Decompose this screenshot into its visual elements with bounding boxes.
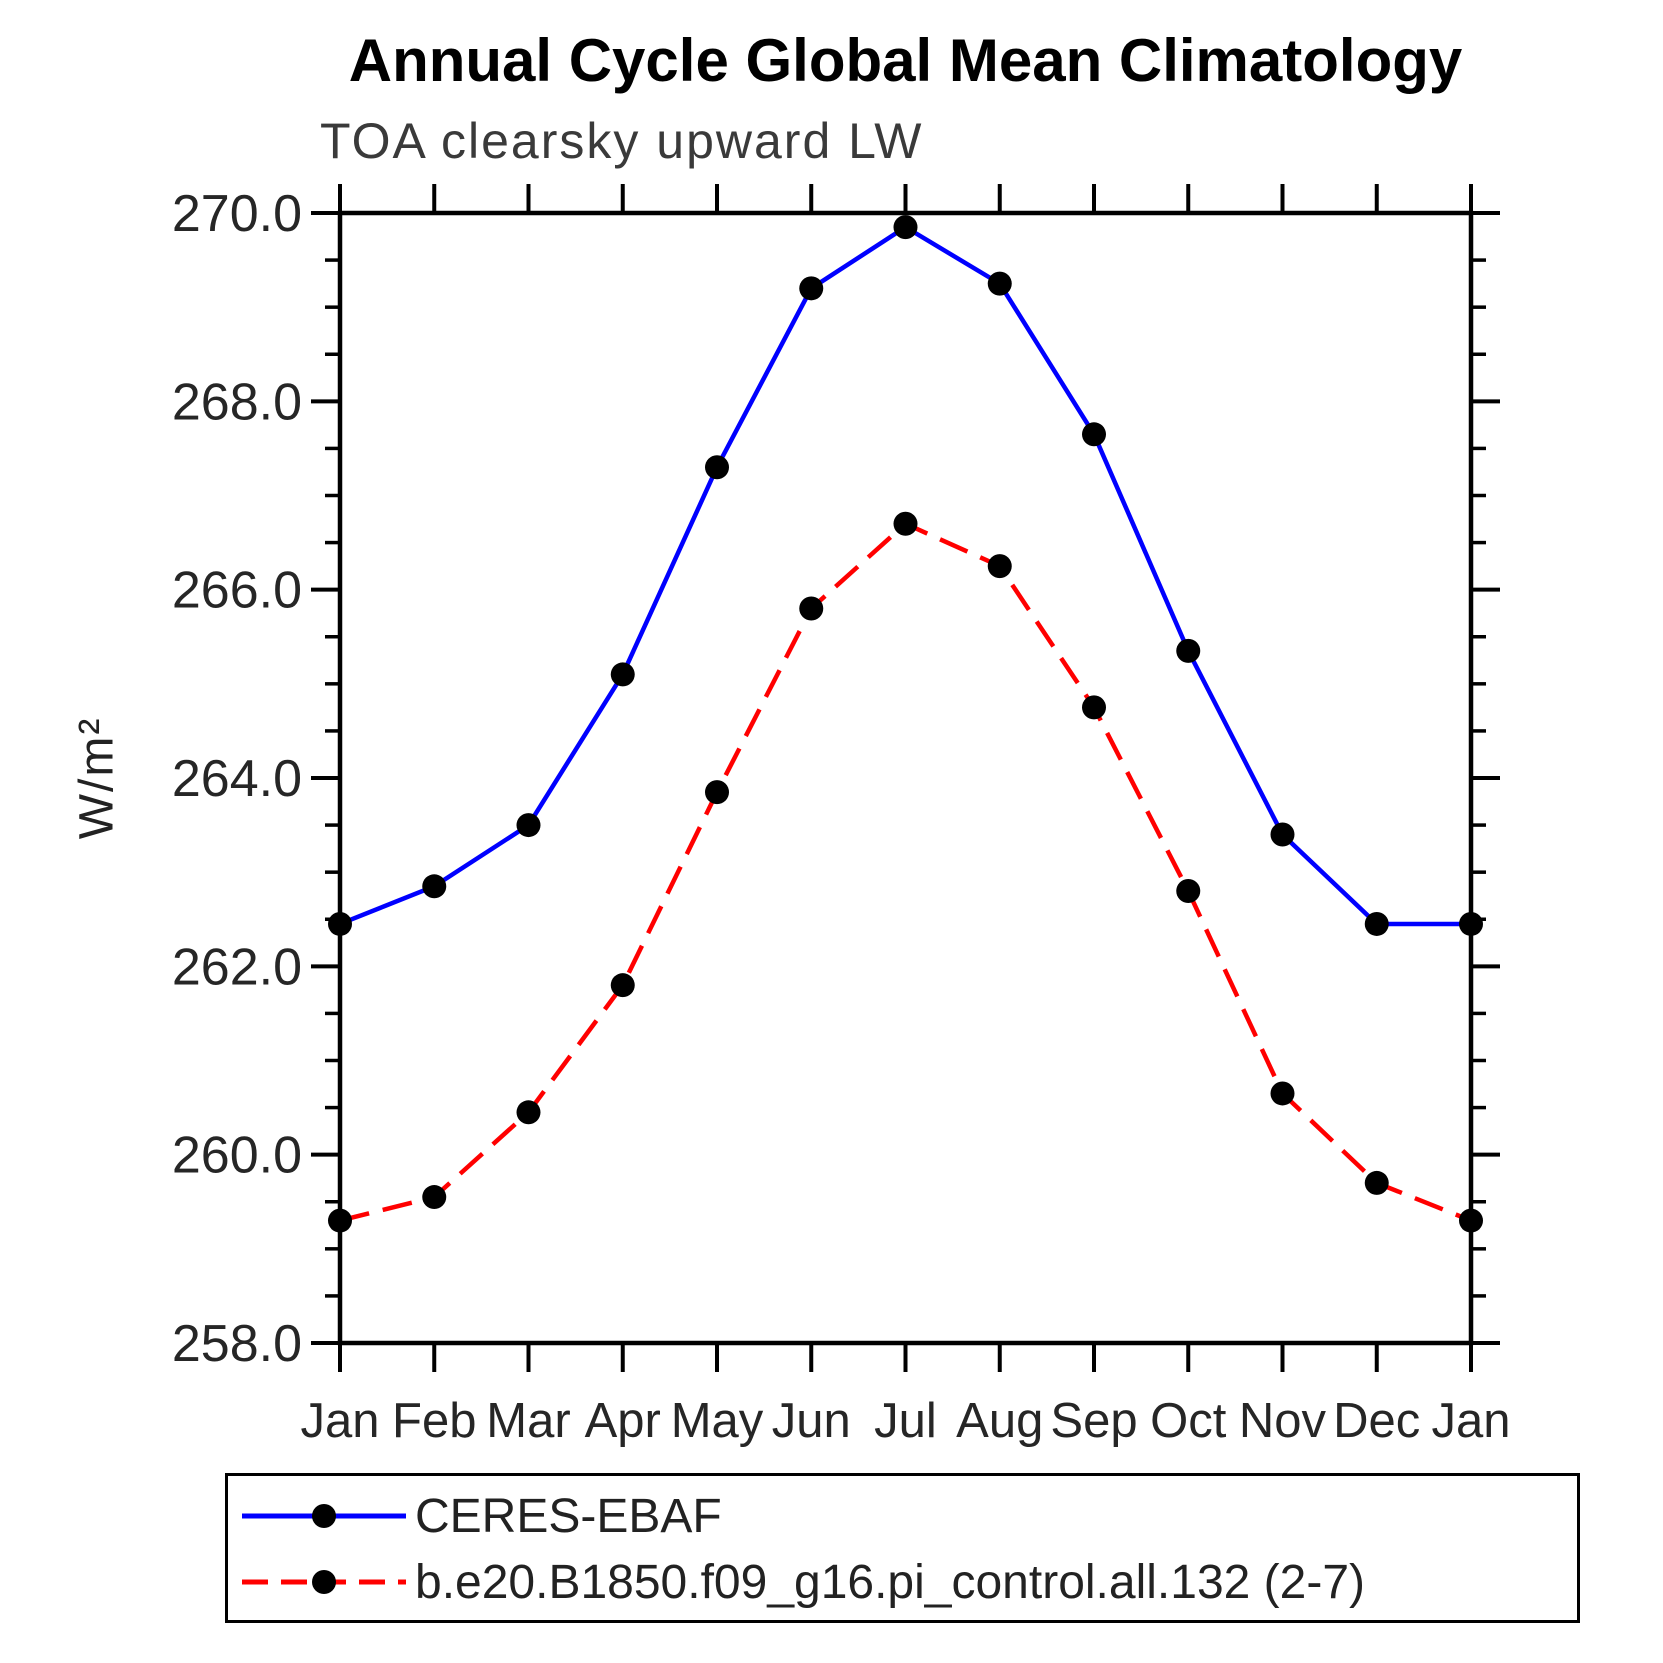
series-line-1 [339,521,1472,1223]
y-tick-label: 270.0 [172,185,302,243]
data-point-0 [1270,822,1295,847]
data-point-1 [1364,1170,1389,1195]
data-point-0 [799,276,824,301]
data-point-1 [799,596,824,621]
x-tick-label: Jul [874,1394,937,1448]
data-point-0 [1082,422,1106,447]
data-point-1 [328,1208,352,1233]
x-tick-label: Oct [1150,1394,1227,1448]
y-tick-label: 262.0 [172,938,302,996]
x-tick-label: Nov [1239,1394,1327,1448]
data-point-1 [1270,1081,1295,1106]
y-tick-label: 268.0 [172,373,302,431]
legend-row-ceres: CERES-EBAF [238,1489,722,1543]
x-tick-label: Jun [772,1394,851,1448]
data-point-1 [422,1185,447,1210]
y-tick-label: 258.0 [172,1315,302,1373]
legend-row-model: b.e20.B1850.f09_g16.pi_control.all.132 (… [238,1555,1366,1609]
chart-subtitle: TOA clearsky upward LW [320,113,924,169]
x-tick-label: Apr [585,1394,661,1448]
data-point-1 [610,973,635,998]
axis-frame [337,210,1474,1346]
data-point-0 [705,455,729,480]
x-tick-label: Jan [1431,1394,1510,1448]
x-tick-label: Jan [300,1394,379,1448]
data-point-1 [1082,695,1106,720]
data-point-0 [328,911,352,936]
legend-label-ceres: CERES-EBAF [415,1489,722,1543]
legend-box: CERES-EBAF b.e20.B1850.f09_g16.pi_contro… [225,1473,1580,1623]
x-tick-label: Mar [486,1394,570,1448]
legend-sample-line-solid [242,1504,406,1528]
x-tick-label: Sep [1050,1394,1137,1448]
series-line-0 [339,224,1471,927]
data-point-1 [1459,1208,1483,1233]
x-tick-label: May [671,1394,764,1448]
data-point-0 [1459,911,1483,936]
data-point-0 [422,874,447,899]
data-point-1 [516,1100,541,1125]
y-tick-label: 266.0 [172,562,302,620]
x-tick-label: Aug [956,1394,1043,1448]
data-point-0 [516,813,541,838]
data-point-0 [1364,911,1389,936]
data-point-1 [987,554,1012,579]
y-tick-label: 260.0 [172,1127,302,1185]
chart-title: Annual Cycle Global Mean Climatology [348,27,1463,94]
data-point-0 [610,662,635,687]
x-tick-label: Dec [1333,1394,1420,1448]
data-point-0 [1176,638,1201,663]
legend-label-model: b.e20.B1850.f09_g16.pi_control.all.132 (… [415,1555,1366,1609]
x-tick-label: Feb [392,1394,476,1448]
legend-sample-line-dashed [242,1570,406,1594]
data-point-1 [705,780,729,805]
data-point-1 [1176,879,1201,903]
data-point-0 [987,271,1012,296]
data-point-1 [893,511,918,536]
data-point-0 [893,215,918,240]
y-tick-label: 264.0 [172,750,302,808]
